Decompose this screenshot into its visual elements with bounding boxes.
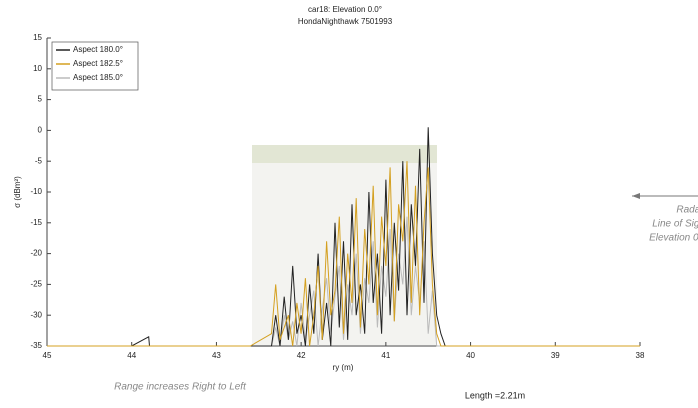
y-tick-label: 10 xyxy=(33,64,42,73)
x-tick-label: 45 xyxy=(43,351,52,360)
x-tick-label: 43 xyxy=(212,351,221,360)
y-tick-label: -35 xyxy=(30,341,42,350)
annotation: Radar xyxy=(676,205,698,216)
y-tick-label: -10 xyxy=(30,187,42,196)
x-tick-label: 42 xyxy=(297,351,306,360)
x-tick-label: 38 xyxy=(636,351,645,360)
y-tick-label: 0 xyxy=(38,126,43,135)
annotation: Length =2.21m xyxy=(465,390,525,400)
legend-label: Aspect 182.5° xyxy=(73,59,123,68)
chart-subtitle: HondaNighthawk 7501993 xyxy=(298,17,393,26)
y-tick-label: -25 xyxy=(30,280,42,289)
x-tick-label: 44 xyxy=(127,351,136,360)
series-line xyxy=(47,161,640,347)
legend-label: Aspect 185.0° xyxy=(73,73,123,82)
y-tick-label: -5 xyxy=(35,156,43,165)
arrow-head xyxy=(632,193,640,199)
chart-title: car18: Elevation 0.0° xyxy=(308,5,382,14)
y-tick-label: 5 xyxy=(38,95,43,104)
legend-label: Aspect 180.0° xyxy=(73,45,123,54)
annotation: Elevation 0.0° xyxy=(649,233,698,244)
y-tick-label: -30 xyxy=(30,310,42,319)
y-tick-label: 15 xyxy=(33,33,42,42)
photo-background xyxy=(252,145,437,163)
annotation: Line of Sight xyxy=(652,219,698,230)
y-tick-label: -15 xyxy=(30,218,42,227)
annotation: Range increases Right to Left xyxy=(114,382,247,393)
x-tick-label: 40 xyxy=(466,351,475,360)
x-tick-label: 41 xyxy=(381,351,390,360)
y-axis-label: σ (dBm²) xyxy=(13,176,22,208)
x-axis-label: ry (m) xyxy=(333,363,354,372)
x-tick-label: 39 xyxy=(551,351,560,360)
y-tick-label: -20 xyxy=(30,249,42,258)
